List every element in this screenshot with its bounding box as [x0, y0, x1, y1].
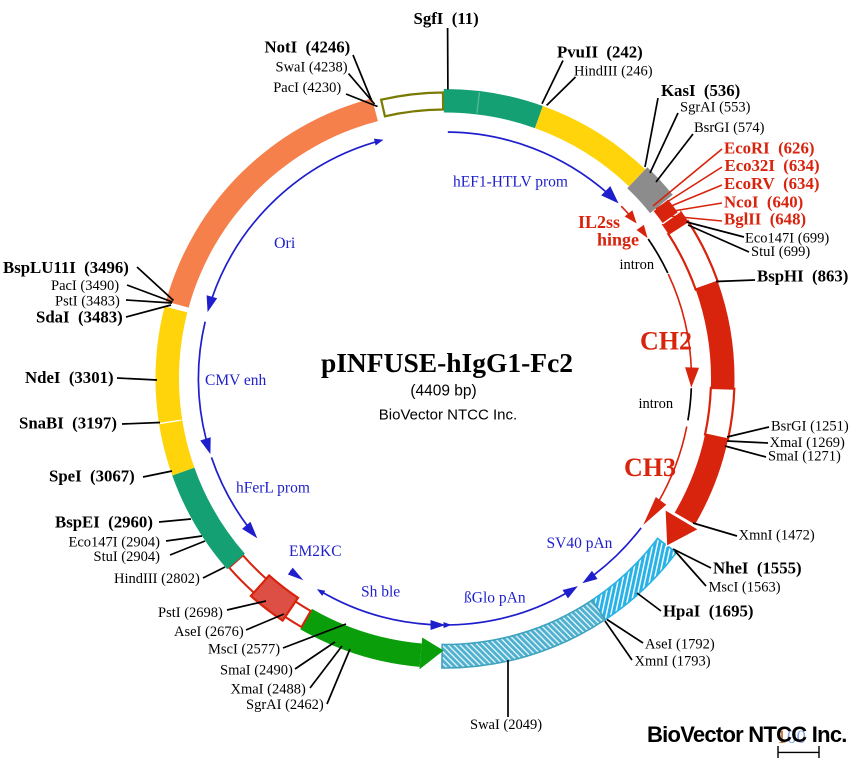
svg-text:CH3: CH3 — [624, 453, 676, 482]
svg-text:PacI (3490): PacI (3490) — [51, 278, 119, 294]
svg-text:BglII (648): BglII (648) — [724, 210, 806, 229]
svg-text:BspHI (863): BspHI (863) — [757, 267, 848, 286]
svg-text:HpaI (1695): HpaI (1695) — [663, 602, 753, 621]
svg-text:intron: intron — [620, 257, 655, 273]
svg-text:XmnI (1793): XmnI (1793) — [635, 654, 711, 670]
svg-text:KasI (536): KasI (536) — [661, 81, 740, 100]
svg-text:SmaI (2490): SmaI (2490) — [220, 663, 293, 679]
svg-text:Eco147I (699): Eco147I (699) — [745, 231, 829, 247]
svg-text:SmaI (1271): SmaI (1271) — [768, 449, 841, 465]
svg-text:Ori: Ori — [274, 235, 296, 252]
svg-text:NotI (4246): NotI (4246) — [265, 38, 351, 57]
svg-text:BioVector NTCC Inc.: BioVector NTCC Inc. — [647, 722, 847, 747]
svg-text:1: 1 — [777, 727, 787, 748]
svg-text:hFerL prom: hFerL prom — [236, 480, 310, 497]
svg-text:HindIII (2802): HindIII (2802) — [114, 571, 200, 587]
svg-text:00: 00 — [787, 727, 806, 748]
svg-text:XmaI (2488): XmaI (2488) — [231, 682, 306, 698]
svg-text:hEF1-HTLV prom: hEF1-HTLV prom — [453, 174, 568, 191]
svg-text:EcoRV (634): EcoRV (634) — [724, 174, 819, 193]
svg-text:(4409 bp): (4409 bp) — [410, 383, 476, 400]
svg-text:CMV enh: CMV enh — [205, 372, 267, 389]
svg-text:SwaI (4238): SwaI (4238) — [276, 60, 348, 76]
svg-text:PstI (3483): PstI (3483) — [55, 293, 120, 309]
svg-text:CH2: CH2 — [640, 326, 692, 355]
svg-text:PacI (4230): PacI (4230) — [273, 80, 341, 96]
svg-text:MscI (1563): MscI (1563) — [709, 580, 781, 596]
svg-text:SV40 pAn: SV40 pAn — [547, 535, 613, 552]
svg-text:SdaI (3483): SdaI (3483) — [36, 308, 123, 327]
svg-text:Sh ble: Sh ble — [361, 584, 400, 601]
svg-text:NcoI (640): NcoI (640) — [724, 193, 803, 212]
svg-text:StuI (699): StuI (699) — [751, 244, 810, 260]
svg-text:SgfI (11): SgfI (11) — [414, 9, 479, 28]
svg-text:Eco32I (634): Eco32I (634) — [725, 156, 820, 175]
svg-text:PstI (2698): PstI (2698) — [158, 605, 223, 621]
svg-text:EcoRI (626): EcoRI (626) — [724, 138, 814, 157]
svg-text:MscI (2577): MscI (2577) — [208, 642, 280, 658]
svg-text:hinge: hinge — [597, 230, 639, 250]
svg-text:intron: intron — [639, 396, 674, 412]
svg-text:IL2ss: IL2ss — [578, 212, 620, 232]
svg-text:XmnI (1472): XmnI (1472) — [739, 528, 815, 544]
svg-text:Eco147I (2904): Eco147I (2904) — [69, 535, 161, 551]
svg-text:NheI (1555): NheI (1555) — [713, 559, 802, 578]
svg-text:BspLU11I (3496): BspLU11I (3496) — [3, 258, 129, 277]
svg-text:SgrAI (2462): SgrAI (2462) — [246, 697, 324, 713]
svg-text:StuI (2904): StuI (2904) — [94, 549, 161, 565]
svg-text:HindIII (246): HindIII (246) — [574, 63, 653, 79]
svg-text:SnaBI (3197): SnaBI (3197) — [19, 414, 117, 433]
svg-text:SgrAI (553): SgrAI (553) — [680, 99, 751, 115]
svg-text:AseI (1792): AseI (1792) — [645, 637, 715, 653]
svg-text:BspEI (2960): BspEI (2960) — [55, 512, 153, 531]
svg-text:BioVector NTCC Inc.: BioVector NTCC Inc. — [379, 407, 517, 424]
svg-text:SwaI (2049): SwaI (2049) — [470, 717, 542, 733]
svg-text:XmaI (1269): XmaI (1269) — [770, 435, 845, 451]
svg-text:NdeI (3301): NdeI (3301) — [25, 368, 114, 387]
svg-text:PvuII (242): PvuII (242) — [557, 43, 643, 62]
svg-text:EM2KC: EM2KC — [289, 543, 342, 560]
svg-text:SpeI (3067): SpeI (3067) — [49, 467, 135, 486]
svg-text:AseI (2676): AseI (2676) — [174, 624, 244, 640]
svg-text:BsrGI (574): BsrGI (574) — [694, 120, 765, 136]
svg-text:ßGlo pAn: ßGlo pAn — [464, 590, 526, 607]
svg-text:pINFUSE-hIgG1-Fc2: pINFUSE-hIgG1-Fc2 — [321, 347, 573, 378]
svg-text:BsrGI (1251): BsrGI (1251) — [771, 419, 849, 435]
